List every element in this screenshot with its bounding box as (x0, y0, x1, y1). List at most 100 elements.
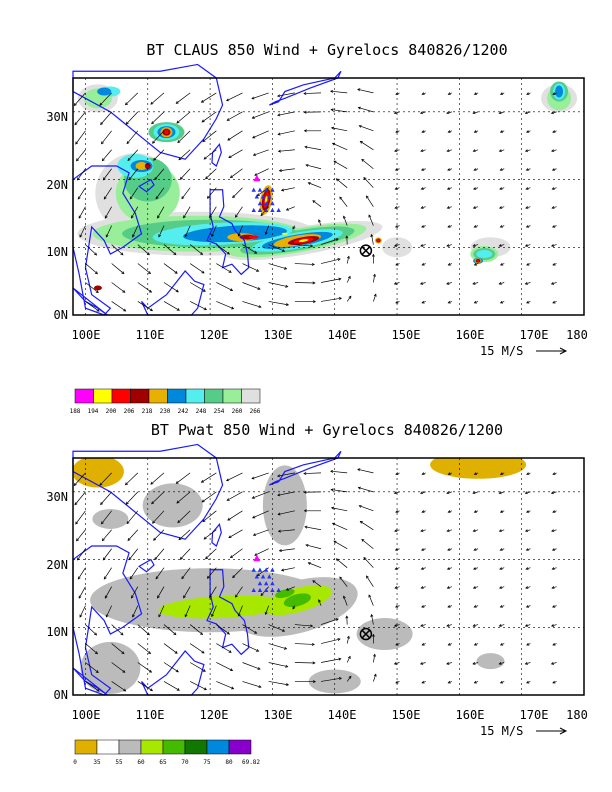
colorbar-label: 75 (203, 759, 211, 766)
coastline (72, 667, 108, 696)
wind-vector (320, 638, 341, 644)
wind-vector (551, 529, 557, 532)
field-patch (281, 232, 288, 235)
wind-vector (473, 149, 479, 152)
wind-vector (446, 111, 452, 114)
wind-vector-head (277, 512, 281, 516)
wind-vector (277, 92, 295, 97)
wind-vector-head (79, 614, 83, 618)
wind-vector (75, 510, 86, 525)
wind-vector-head (132, 234, 135, 238)
wind-vector-head (176, 500, 180, 504)
wind-vector-head (370, 613, 374, 618)
wind-vector (100, 491, 112, 505)
wind-vector-head (526, 300, 530, 304)
wind-vector-head (94, 252, 98, 256)
wind-vector-head (100, 141, 104, 145)
wind-vector (252, 491, 269, 499)
wind-vector-head (338, 657, 342, 661)
wind-vector-head (77, 196, 81, 200)
wind-vector (228, 529, 243, 538)
wind-vector (132, 225, 139, 238)
wind-vector (339, 196, 348, 207)
wind-vector-head (228, 270, 232, 273)
wind-vector (525, 529, 531, 532)
wind-vector (77, 567, 86, 580)
wind-vector (268, 282, 288, 288)
wind-vector (129, 567, 139, 580)
wind-vector (85, 282, 99, 293)
wind-vector (472, 282, 479, 285)
wind-vector (137, 263, 151, 274)
wind-vector (137, 301, 153, 312)
wind-vector-head (94, 271, 98, 275)
wind-vector-head (526, 92, 530, 95)
wind-vector-head (345, 615, 349, 619)
wind-vector (473, 586, 479, 589)
wind-vector-head (202, 519, 206, 523)
wind-vector-head (203, 536, 207, 540)
wind-vector-head (132, 614, 135, 618)
wind-vector (216, 282, 233, 291)
wind-vector-head (305, 163, 309, 167)
field-patch (73, 458, 124, 488)
wind-vector (226, 472, 243, 482)
wind-vector (203, 529, 217, 540)
wind-vector (320, 658, 341, 663)
wind-vector-head (395, 472, 399, 475)
wind-vector-head (348, 675, 352, 679)
wind-vector-head (394, 586, 398, 589)
wind-vector (251, 92, 269, 99)
wind-vector-head (473, 168, 477, 171)
wind-vector-head (473, 548, 477, 551)
wind-vector (318, 219, 322, 226)
observation-marker (254, 574, 260, 579)
wind-vector-head (498, 244, 502, 247)
wind-vector (216, 301, 234, 310)
wind-vector-head (278, 548, 282, 552)
wind-vector-head (395, 300, 399, 304)
wind-vector-head (524, 529, 529, 533)
wind-vector-head (552, 680, 556, 684)
x-tick-label: 150E (392, 328, 421, 342)
wind-vector-head (149, 308, 154, 312)
wind-vector-head (526, 680, 530, 684)
coastline (137, 178, 155, 193)
gyre-center-icon (359, 244, 373, 257)
wind-vector (371, 234, 374, 245)
wind-vector (216, 681, 234, 690)
observation-marker (257, 187, 263, 192)
wind-vector-head (148, 669, 153, 673)
wind-vector (153, 529, 165, 541)
wind-vector-head (77, 576, 81, 580)
wind-vector-head (331, 522, 336, 526)
wind-vector (111, 263, 125, 274)
wind-vector-head (330, 108, 334, 112)
wind-vector-head (104, 215, 108, 219)
colorbar-label: 266 (250, 408, 261, 415)
wind-vector (360, 521, 374, 531)
field-patch (476, 653, 505, 670)
wind-vector-head (526, 262, 530, 266)
wind-vector (472, 662, 479, 665)
wind-vector-head (237, 613, 241, 617)
wind-vector-head (174, 270, 178, 274)
wind-vector (333, 160, 348, 170)
y-tick-label: 0N (54, 308, 68, 322)
wind-vector-head (157, 215, 160, 219)
wind-vector-head (421, 604, 425, 608)
wind-vector-head (361, 158, 365, 162)
wind-vector-head (94, 651, 98, 655)
wind-vector (242, 244, 257, 254)
wind-vector-head (176, 120, 180, 124)
field-patch (144, 163, 151, 170)
wind-vector (361, 159, 374, 170)
observation-marker (270, 567, 275, 572)
wind-vector-head (446, 661, 450, 665)
wind-vector-head (357, 486, 361, 490)
wind-vector (203, 149, 217, 160)
wind-vector-head (421, 92, 425, 95)
wind-vector (101, 510, 112, 525)
colorbar-swatch (148, 388, 168, 404)
colorbar-labels-pwat: 0 35 55 60 65 70 75 80 69.82 (73, 759, 260, 766)
